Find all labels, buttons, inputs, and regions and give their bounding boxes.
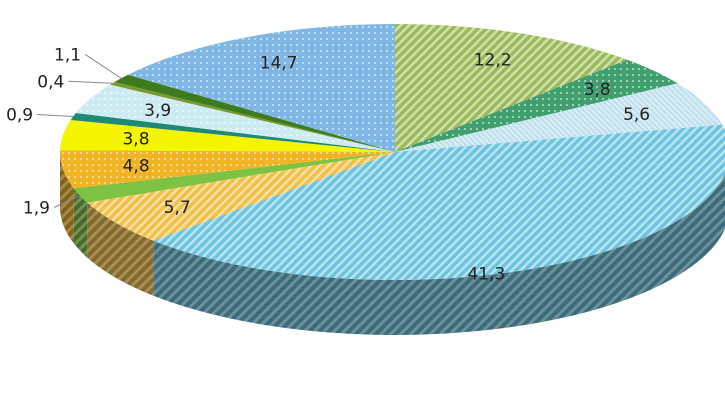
data-label-0: 12,2 [474, 50, 512, 70]
data-label-5: 1,9 [23, 199, 50, 219]
data-label-1: 3,8 [584, 80, 611, 100]
leader-line-11 [85, 54, 121, 78]
data-label-8: 0,9 [6, 106, 33, 126]
data-label-3: 41,3 [467, 265, 505, 285]
data-label-10: 0,4 [37, 72, 64, 92]
data-label-2: 5,6 [623, 105, 650, 125]
data-label-12: 14,7 [260, 54, 298, 74]
data-label-11: 1,1 [54, 45, 81, 65]
data-label-4: 5,7 [164, 198, 191, 218]
leader-line-10 [68, 81, 112, 83]
data-label-9: 3,9 [144, 101, 171, 121]
data-label-7: 3,8 [122, 130, 149, 150]
leader-line-8 [37, 115, 73, 117]
data-label-6: 4,8 [123, 157, 150, 177]
pie-tops [60, 24, 725, 280]
